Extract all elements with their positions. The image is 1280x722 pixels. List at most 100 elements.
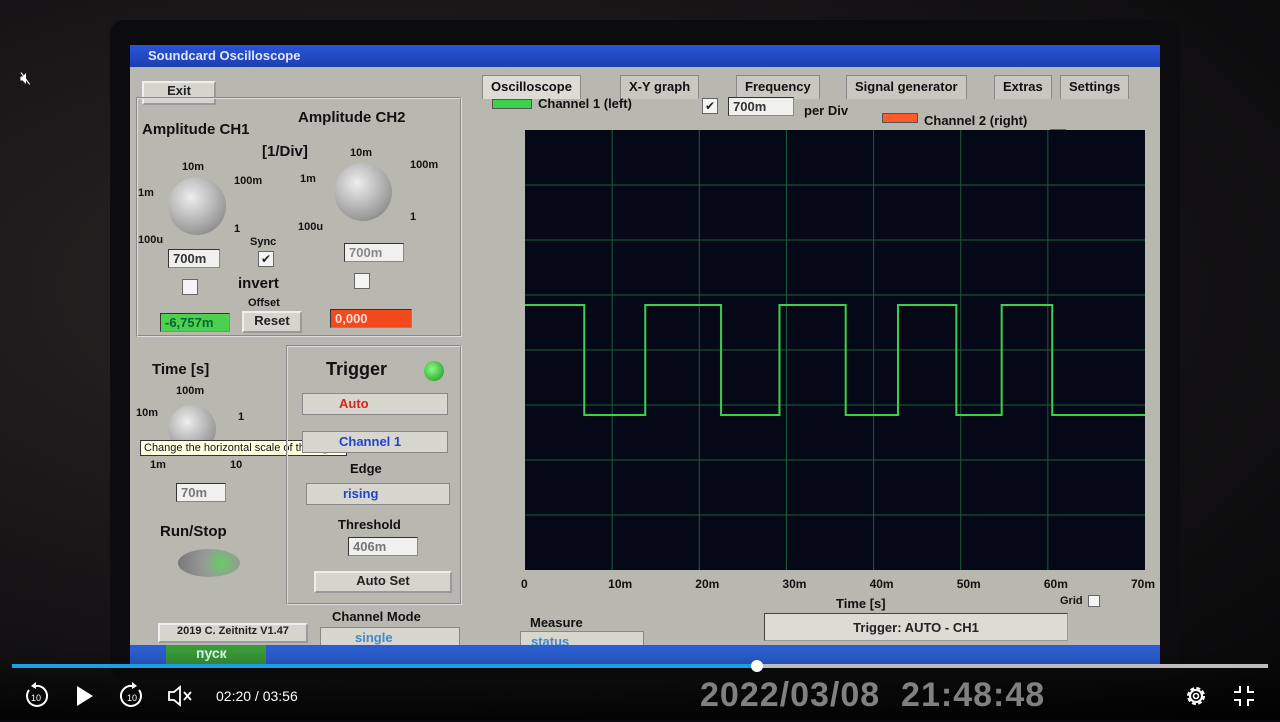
x-tick-label: 20m xyxy=(695,577,720,591)
play-icon xyxy=(77,686,93,706)
offset-label: Offset xyxy=(248,297,280,309)
tab-settings: Settings xyxy=(1060,75,1130,99)
threshold-label: Threshold xyxy=(338,517,401,532)
time-field: 70m xyxy=(176,483,226,502)
tab-xy-graph: X-Y graph xyxy=(620,75,700,99)
window-title: Soundcard Oscilloscope xyxy=(130,45,1160,67)
ch2-color-swatch xyxy=(882,113,918,123)
version-label: 2019 C. Zeitnitz V1.47 xyxy=(158,623,308,643)
ch1-offset-field: -6,757m xyxy=(160,313,230,332)
time-display: 02:20 / 03:56 xyxy=(216,688,298,704)
player-controls xyxy=(0,650,1280,720)
ch2-label: Channel 2 (right) xyxy=(924,113,1028,128)
x-axis-ticks: 0 10m 20m 30m 40m 50m 60m 70m xyxy=(521,575,1155,595)
time-title: Time [s] xyxy=(152,361,210,378)
amplitude-ch2-title: Amplitude CH2 xyxy=(298,109,406,126)
exit-button: Exit xyxy=(142,81,216,105)
threshold-field: 406m xyxy=(348,537,418,556)
ch1-invert-checkbox xyxy=(182,279,198,295)
x-tick-label: 40m xyxy=(869,577,894,591)
tab-oscilloscope: Oscilloscope xyxy=(482,75,581,99)
ch1-per-div-field: 700m xyxy=(728,97,794,116)
oscilloscope-plot xyxy=(525,130,1145,570)
monitor-screen: Soundcard Oscilloscope Exit Amplitude CH… xyxy=(130,45,1160,665)
time-tick: 10 xyxy=(230,459,243,471)
time-tick: 10m xyxy=(136,407,159,419)
knob-tick: 1 xyxy=(234,223,241,235)
tooltip: Change the horizontal scale of the signa… xyxy=(140,440,347,456)
knob-tick: 1m xyxy=(300,173,316,185)
edge-label: Edge xyxy=(350,461,382,476)
rewind-10-button[interactable]: 10 xyxy=(20,680,52,712)
sync-checkbox: ✔ xyxy=(258,251,274,267)
x-axis-label: Time [s] xyxy=(836,596,886,611)
channel-mode-dropdown: single xyxy=(320,627,460,649)
x-tick-label: 0 xyxy=(521,577,528,591)
svg-text:10: 10 xyxy=(31,693,41,703)
tab-extras: Extras xyxy=(994,75,1052,99)
trigger-mode-dropdown: Auto xyxy=(302,393,448,415)
trigger-channel-dropdown: Channel 1 xyxy=(302,431,448,453)
time-tick: 1m xyxy=(150,459,166,471)
amplitude-ch1-title: Amplitude CH1 xyxy=(142,121,250,138)
exit-fullscreen-button[interactable] xyxy=(1228,680,1260,712)
x-tick-label: 30m xyxy=(782,577,807,591)
x-tick-label: 50m xyxy=(956,577,981,591)
play-button[interactable] xyxy=(68,680,100,712)
amplitude-panel: Amplitude CH1 Amplitude CH2 [1/Div] 10m … xyxy=(136,97,462,337)
ch1-amplitude-knob xyxy=(168,177,226,235)
ch1-per-div-label: per Div xyxy=(804,103,849,118)
time-tick: 1 xyxy=(238,411,245,423)
gear-icon xyxy=(1187,687,1205,705)
knob-tick: 1m xyxy=(138,187,154,199)
plot-svg xyxy=(525,130,1145,570)
tab-signal-generator: Signal generator xyxy=(846,75,967,99)
knob-tick: 1 xyxy=(410,211,417,223)
forward-10-button[interactable]: 10 xyxy=(116,680,148,712)
knob-tick: 100u xyxy=(138,234,164,246)
ch1-enable-checkbox: ✔ xyxy=(702,98,718,114)
mute-indicator-icon[interactable]: 🔇︎ xyxy=(20,68,32,88)
volume-muted-button[interactable] xyxy=(164,680,196,712)
x-tick-label: 60m xyxy=(1043,577,1068,591)
run-stop-button xyxy=(178,549,240,577)
knob-tick: 100u xyxy=(298,221,324,233)
channel-mode-label: Channel Mode xyxy=(332,609,421,624)
seek-bar[interactable] xyxy=(12,660,1268,672)
seek-bar-thumb[interactable] xyxy=(750,660,763,672)
offset-reset-button: Reset xyxy=(242,311,302,333)
knob-tick: 10m xyxy=(182,161,205,173)
trigger-status: Trigger: AUTO - CH1 xyxy=(764,613,1068,641)
measure-label: Measure xyxy=(530,615,583,630)
svg-text:10: 10 xyxy=(127,693,137,703)
seek-bar-fill xyxy=(12,664,757,668)
run-stop-label: Run/Stop xyxy=(160,523,227,540)
settings-button[interactable] xyxy=(1180,680,1212,712)
forward-10-icon: 10 xyxy=(120,682,142,707)
ch1-label: Channel 1 (left) xyxy=(538,96,632,111)
ch1-amplitude-field: 700m xyxy=(168,249,220,268)
grid-checkbox xyxy=(1088,595,1100,607)
x-tick-label: 10m xyxy=(608,577,633,591)
ch2-offset-field: 0,000 xyxy=(330,309,412,328)
ch1-color-swatch xyxy=(492,99,532,109)
knob-tick: 100m xyxy=(410,159,439,171)
knob-tick: 100m xyxy=(234,175,263,187)
volume-muted-icon xyxy=(168,685,192,707)
exit-fullscreen-icon xyxy=(1234,686,1254,706)
ch2-invert-checkbox xyxy=(354,273,370,289)
grid-label: Grid xyxy=(1060,595,1083,607)
knob-tick: 10m xyxy=(350,147,373,159)
invert-label: invert xyxy=(238,275,279,292)
time-tick: 100m xyxy=(176,385,205,397)
trigger-led-icon xyxy=(424,361,444,381)
amplitude-unit: [1/Div] xyxy=(262,143,308,160)
trigger-panel: Trigger Auto Channel 1 Edge rising Thres… xyxy=(286,345,462,605)
trigger-title: Trigger xyxy=(326,359,388,379)
tab-frequency: Frequency xyxy=(736,75,820,99)
ch2-amplitude-knob xyxy=(334,163,392,221)
ch2-amplitude-field: 700m xyxy=(344,243,404,262)
video-timestamp-overlay: 2022/03/08 21:48:48 xyxy=(700,676,1046,714)
trigger-edge-dropdown: rising xyxy=(306,483,450,505)
